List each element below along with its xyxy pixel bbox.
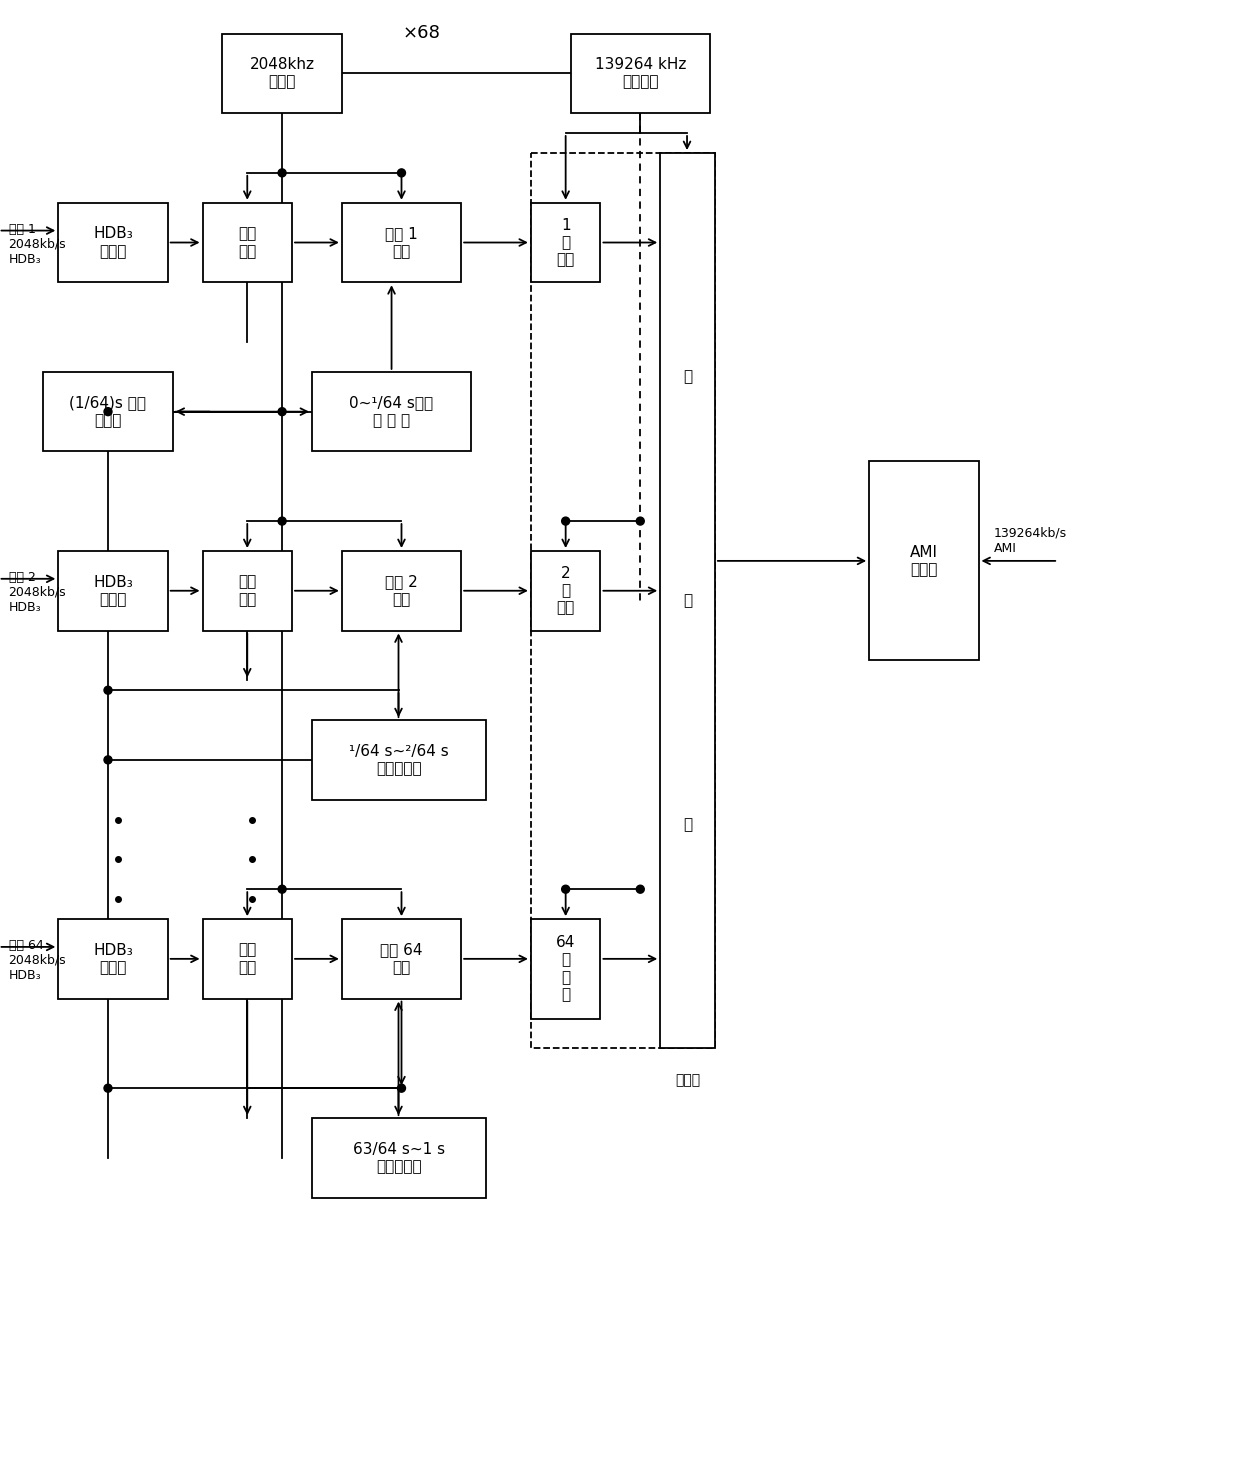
Bar	[202, 551, 293, 630]
Text: HDB₃
编码器: HDB₃ 编码器	[93, 574, 133, 607]
Bar	[869, 461, 978, 661]
Text: 开销
抄出: 开销 抄出	[238, 574, 257, 607]
Circle shape	[398, 1084, 405, 1091]
Circle shape	[562, 517, 569, 524]
Bar	[531, 203, 600, 282]
Text: 支流 2
2048kb/s
HDB₃: 支流 2 2048kb/s HDB₃	[9, 571, 66, 614]
Circle shape	[278, 169, 286, 176]
Text: 139264 kHz
复接时钟: 139264 kHz 复接时钟	[595, 57, 686, 90]
Text: 开销
抄出: 开销 抄出	[238, 943, 257, 975]
Text: HDB₃
编码器: HDB₃ 编码器	[93, 943, 133, 975]
Bar	[58, 920, 167, 999]
Bar	[531, 551, 600, 630]
Circle shape	[104, 1084, 112, 1091]
Bar	[312, 1118, 486, 1197]
Text: 支流 1
2048kb/s
HDB₃: 支流 1 2048kb/s HDB₃	[9, 223, 66, 266]
Bar	[58, 551, 167, 630]
Bar	[342, 920, 461, 999]
Bar	[531, 153, 715, 1049]
Text: 开销
抄出: 开销 抄出	[238, 226, 257, 259]
Text: 139264kb/s
AMI: 139264kb/s AMI	[993, 527, 1066, 555]
Text: 接: 接	[683, 593, 692, 608]
Circle shape	[636, 517, 645, 524]
Circle shape	[278, 886, 286, 893]
Bar	[222, 34, 342, 113]
Circle shape	[636, 886, 645, 893]
Text: 1
路
输出: 1 路 输出	[557, 217, 575, 267]
Circle shape	[398, 169, 405, 176]
Text: 分路器: 分路器	[675, 1074, 701, 1087]
Text: (1/64)s 时间
发生器: (1/64)s 时间 发生器	[69, 395, 146, 427]
Bar	[342, 551, 461, 630]
Bar	[312, 372, 471, 451]
Circle shape	[278, 517, 286, 524]
Bar	[58, 203, 167, 282]
Circle shape	[104, 757, 112, 764]
Circle shape	[278, 408, 286, 416]
Bar	[531, 920, 600, 1018]
Bar	[660, 153, 715, 1049]
Bar	[202, 203, 293, 282]
Text: 63/64 s~1 s
读出控制器: 63/64 s~1 s 读出控制器	[353, 1141, 445, 1174]
Bar	[202, 920, 293, 999]
Text: 支流 64
输出: 支流 64 输出	[381, 943, 423, 975]
Text: 支流 2
输出: 支流 2 输出	[386, 574, 418, 607]
Text: AMI
解码器: AMI 解码器	[910, 545, 937, 577]
Bar	[43, 372, 172, 451]
Text: ¹/64 s~²/64 s
读出控制器: ¹/64 s~²/64 s 读出控制器	[350, 743, 449, 776]
Text: 2048khz
主时钟: 2048khz 主时钟	[249, 57, 315, 90]
Bar	[312, 720, 486, 799]
Bar	[342, 203, 461, 282]
Text: ×68: ×68	[403, 24, 440, 41]
Text: 2
路
输出: 2 路 输出	[557, 566, 575, 616]
Text: 64
路
输
出: 64 路 输 出	[556, 936, 575, 1002]
Circle shape	[562, 886, 569, 893]
Circle shape	[104, 408, 112, 416]
Text: 支流 64
2048kb/s
HDB₃: 支流 64 2048kb/s HDB₃	[9, 939, 66, 981]
Text: 0~¹/64 s读出
控 制 器: 0~¹/64 s读出 控 制 器	[350, 395, 434, 427]
Text: HDB₃
编码器: HDB₃ 编码器	[93, 226, 133, 259]
Circle shape	[104, 686, 112, 695]
Bar	[570, 34, 711, 113]
Text: 入: 入	[683, 817, 692, 831]
Text: 分: 分	[683, 369, 692, 385]
Text: 支流 1
输出: 支流 1 输出	[386, 226, 418, 259]
